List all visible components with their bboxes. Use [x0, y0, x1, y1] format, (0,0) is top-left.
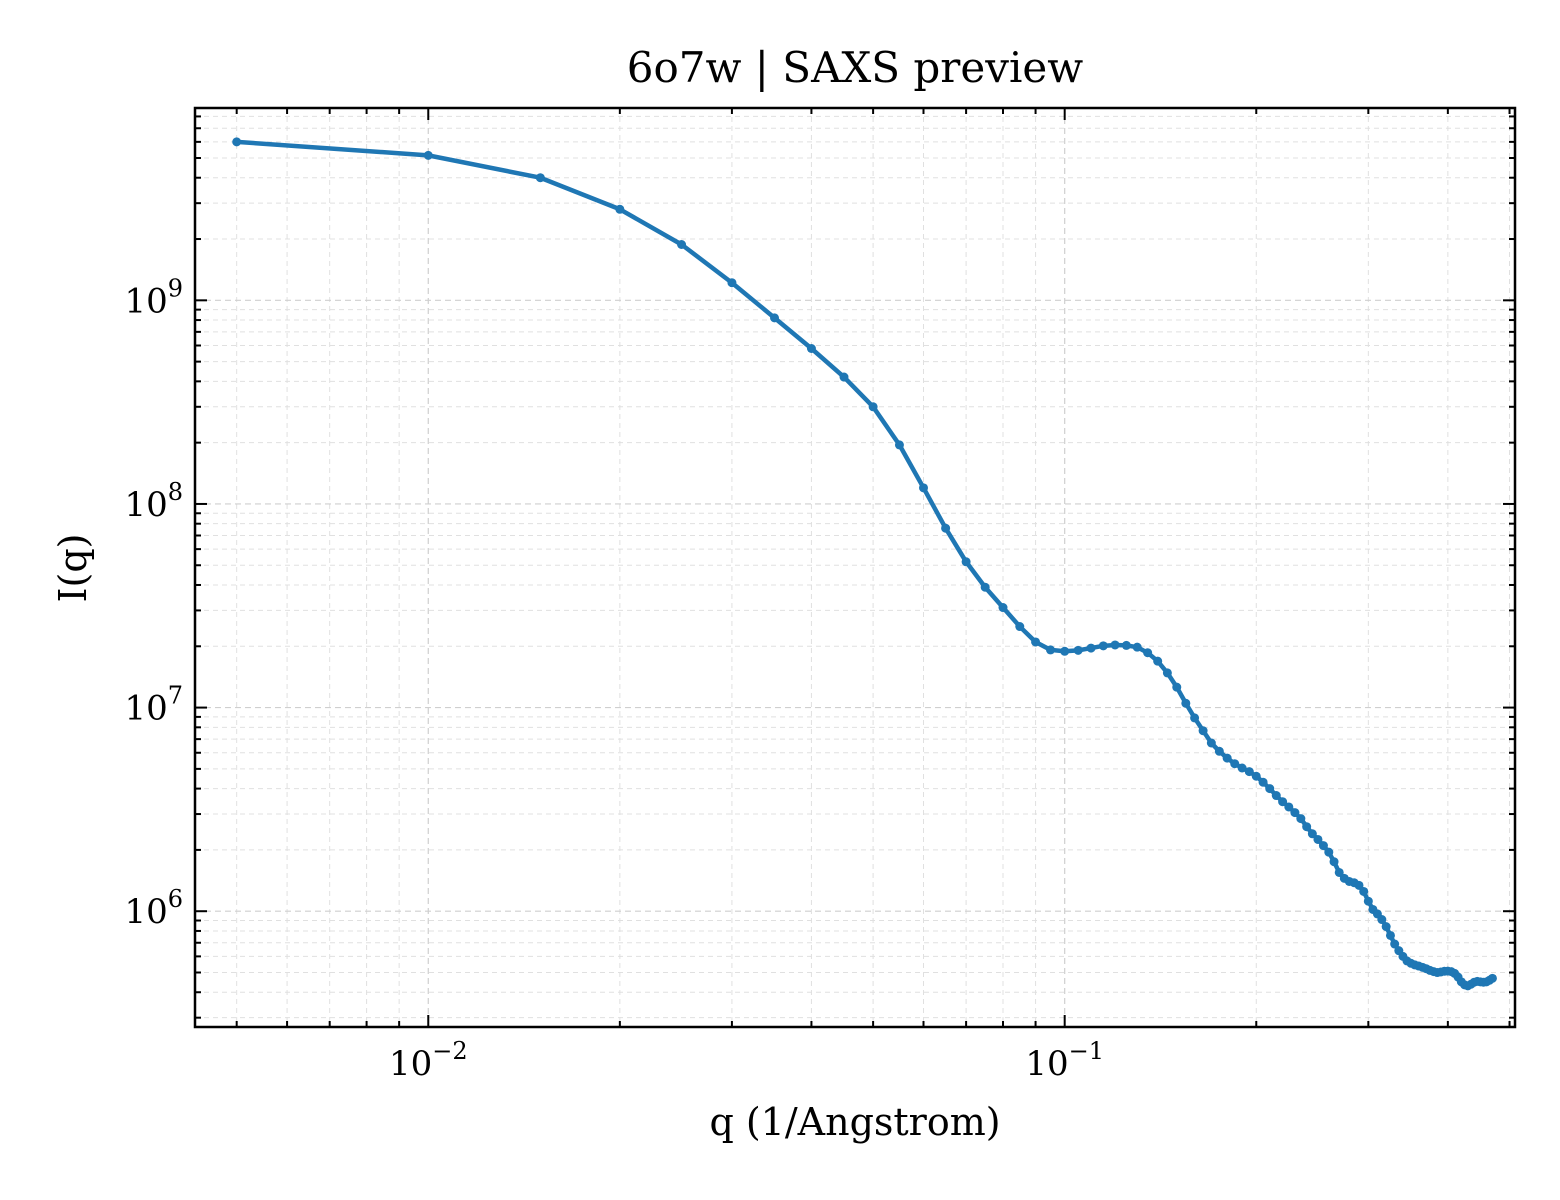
data-point — [1190, 713, 1200, 723]
data-point — [1214, 746, 1224, 756]
data-point — [232, 137, 242, 147]
data-point — [727, 278, 737, 288]
data-point — [615, 204, 625, 214]
data-point — [1121, 640, 1131, 650]
data-point — [894, 440, 904, 450]
data-point — [1271, 791, 1281, 801]
data-point — [1334, 867, 1344, 877]
data-point — [1278, 797, 1288, 807]
data-point — [423, 150, 433, 160]
data-point — [1073, 645, 1083, 655]
data-point — [1244, 767, 1254, 777]
data-point — [770, 313, 780, 323]
data-point — [1329, 857, 1339, 867]
y-tick-label: 109 — [124, 274, 183, 321]
data-point — [1237, 763, 1247, 773]
data-point — [1222, 753, 1232, 763]
data-point — [1098, 641, 1108, 651]
data-point — [1181, 698, 1191, 708]
data-point — [1296, 814, 1306, 824]
x-tick-label: 10−2 — [389, 1037, 468, 1084]
data-point — [961, 557, 971, 567]
data-point — [1086, 643, 1096, 653]
data-point — [535, 173, 545, 183]
data-point — [1230, 759, 1240, 769]
data-point — [1324, 847, 1334, 857]
data-point — [1359, 886, 1369, 896]
data-point — [1313, 834, 1323, 844]
data-point — [1307, 829, 1317, 839]
data-point — [1363, 896, 1373, 906]
data-point — [1162, 668, 1172, 678]
data-point — [980, 582, 990, 592]
data-point — [998, 603, 1008, 613]
grid — [195, 108, 1515, 1027]
data-point — [1265, 784, 1275, 794]
data-series — [232, 137, 1497, 991]
data-point — [868, 402, 878, 412]
tick-labels: 10−2 10−1 106 107 108 109 — [124, 274, 1104, 1084]
plot-frame — [193, 106, 1517, 1029]
x-tick-label: 10−1 — [1025, 1037, 1104, 1084]
data-point — [1487, 973, 1497, 983]
data-point — [1031, 637, 1041, 647]
data-point — [941, 523, 951, 533]
data-point — [1198, 726, 1208, 736]
data-point — [1206, 738, 1216, 748]
data-point — [1258, 777, 1268, 787]
data-point — [1318, 841, 1328, 851]
data-point — [1251, 771, 1261, 781]
data-point — [1060, 646, 1070, 656]
data-point — [1110, 640, 1120, 650]
data-point — [1390, 939, 1400, 949]
data-point — [1153, 656, 1163, 666]
data-point — [1290, 808, 1300, 818]
data-point — [1377, 915, 1387, 925]
data-point — [1381, 922, 1391, 932]
chart-title: 6o7w | SAXS preview — [627, 43, 1083, 92]
data-point — [1302, 822, 1312, 832]
y-axis-label: I(q) — [51, 534, 95, 603]
data-point — [1354, 880, 1364, 890]
data-point — [839, 372, 849, 382]
data-point — [919, 483, 928, 493]
data-point — [1143, 648, 1153, 658]
y-tick-label: 108 — [124, 478, 183, 525]
data-point — [806, 344, 816, 353]
data-point — [1284, 802, 1294, 812]
y-tick-label: 107 — [124, 682, 183, 729]
x-axis-label: q (1/Angstrom) — [709, 1100, 1000, 1144]
data-point — [1046, 645, 1056, 655]
data-point — [1172, 682, 1182, 692]
data-point — [677, 240, 687, 249]
data-point — [1015, 622, 1025, 632]
y-tick-label: 106 — [124, 885, 183, 932]
data-point — [1385, 930, 1395, 940]
data-point — [1132, 642, 1142, 652]
